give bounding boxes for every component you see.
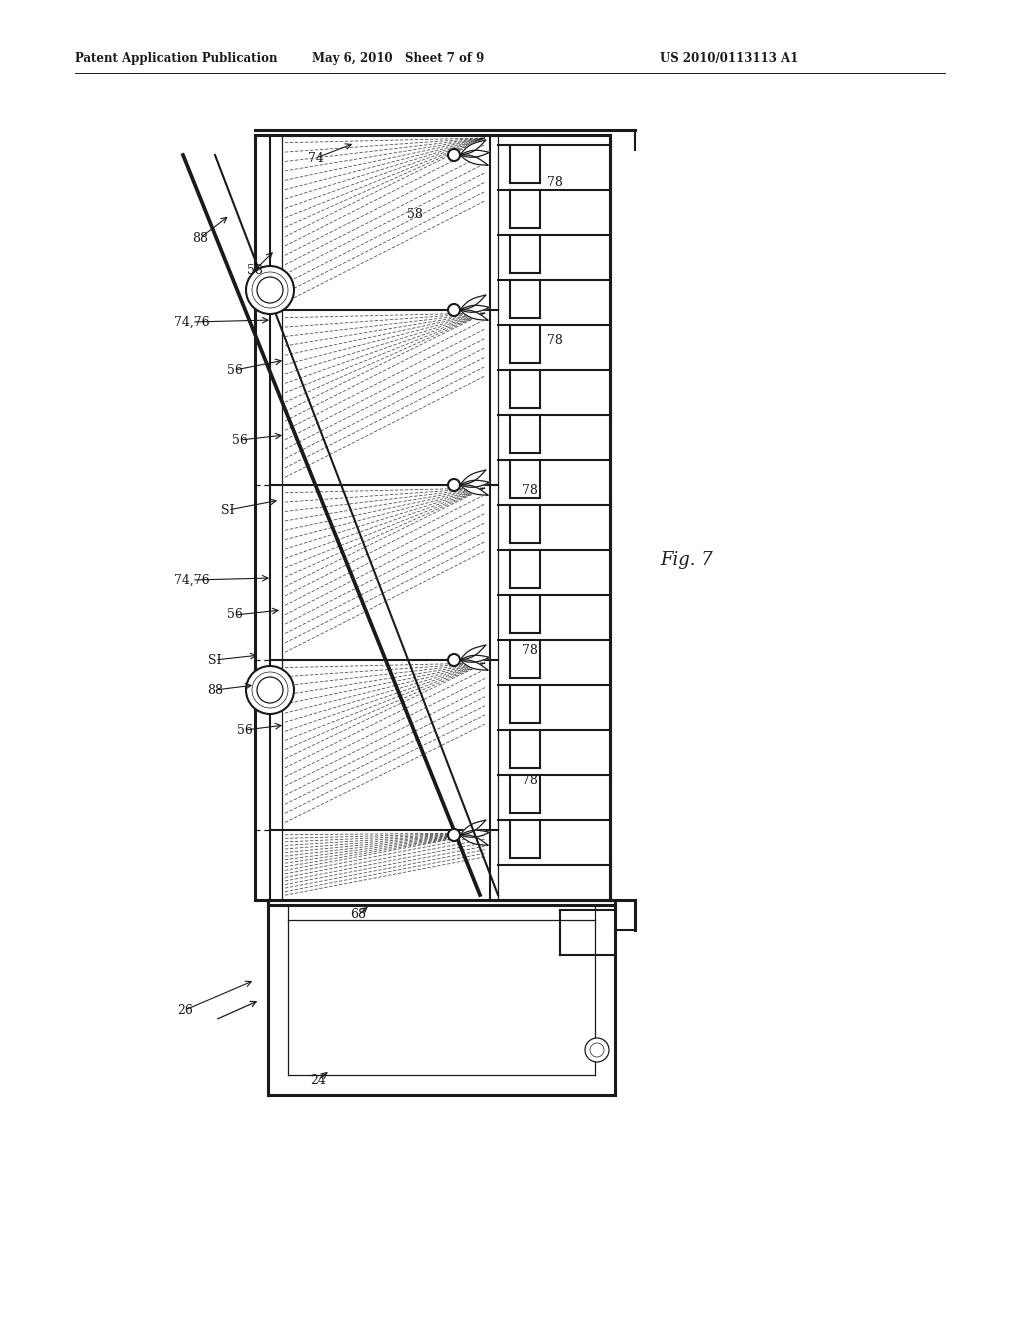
Polygon shape — [460, 140, 486, 154]
Circle shape — [449, 304, 460, 315]
Text: 56: 56 — [227, 609, 243, 622]
Text: 68: 68 — [350, 908, 366, 921]
Text: SI: SI — [221, 503, 234, 516]
Text: 56: 56 — [238, 723, 253, 737]
Text: 74,76: 74,76 — [174, 573, 210, 586]
Text: 26: 26 — [177, 1003, 193, 1016]
Polygon shape — [460, 834, 488, 845]
Circle shape — [449, 653, 460, 667]
Text: 78: 78 — [547, 176, 563, 189]
Polygon shape — [460, 830, 489, 837]
Polygon shape — [460, 310, 488, 321]
Polygon shape — [460, 470, 486, 484]
Polygon shape — [460, 645, 486, 660]
Polygon shape — [460, 660, 488, 671]
Polygon shape — [460, 480, 489, 487]
Text: Patent Application Publication: Patent Application Publication — [75, 51, 278, 65]
Polygon shape — [460, 154, 488, 165]
Text: 88: 88 — [193, 231, 208, 244]
Text: 58: 58 — [408, 209, 423, 222]
Text: 24: 24 — [310, 1073, 326, 1086]
Polygon shape — [460, 484, 488, 495]
Circle shape — [246, 667, 294, 714]
Text: 88: 88 — [207, 684, 223, 697]
Circle shape — [449, 149, 460, 161]
Polygon shape — [460, 305, 489, 313]
Polygon shape — [460, 150, 489, 157]
Text: 56: 56 — [232, 433, 248, 446]
Circle shape — [246, 267, 294, 314]
Text: May 6, 2010   Sheet 7 of 9: May 6, 2010 Sheet 7 of 9 — [312, 51, 484, 65]
Text: SI: SI — [208, 653, 222, 667]
Text: 74,76: 74,76 — [174, 315, 210, 329]
Text: 58: 58 — [247, 264, 263, 276]
Text: Fig. 7: Fig. 7 — [660, 550, 713, 569]
Text: US 2010/0113113 A1: US 2010/0113113 A1 — [660, 51, 799, 65]
Polygon shape — [460, 294, 486, 310]
Text: 78: 78 — [522, 644, 538, 656]
Circle shape — [449, 829, 460, 841]
Circle shape — [449, 479, 460, 491]
Polygon shape — [460, 655, 489, 663]
Text: 78: 78 — [547, 334, 563, 346]
Text: 56: 56 — [227, 363, 243, 376]
Text: 78: 78 — [522, 774, 538, 787]
Text: 78: 78 — [522, 483, 538, 496]
Circle shape — [585, 1038, 609, 1063]
Polygon shape — [460, 820, 486, 836]
Text: 74: 74 — [308, 152, 324, 165]
